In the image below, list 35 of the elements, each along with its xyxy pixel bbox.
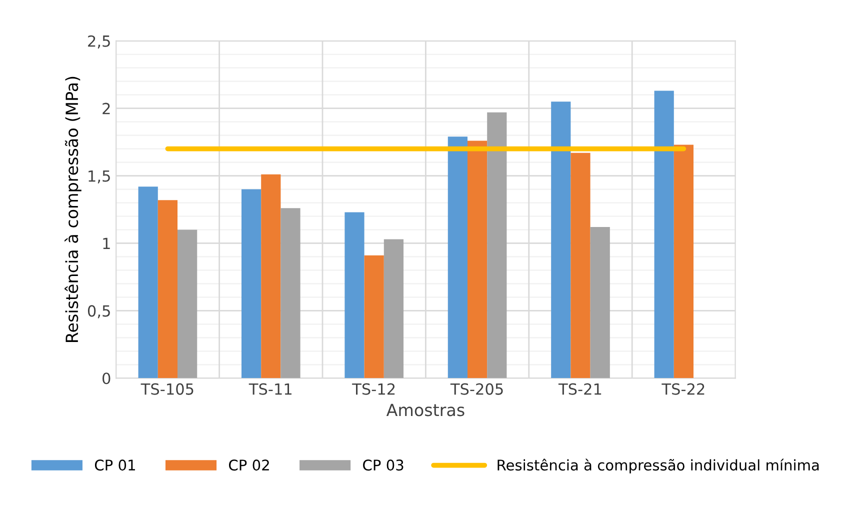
bar (158, 200, 178, 378)
x-tick-label: TS-105 (140, 383, 194, 395)
x-tick-label: TS-22 (662, 383, 704, 395)
bar (241, 189, 262, 378)
bar (280, 208, 300, 378)
legend-label: CP 03 (363, 460, 404, 471)
legend-label: CP 02 (229, 460, 269, 471)
bar (384, 239, 404, 378)
bar (364, 255, 384, 378)
bar (674, 144, 694, 378)
bar (178, 230, 198, 378)
y-tick-label: 0,5 (88, 305, 110, 318)
bar (590, 227, 610, 378)
x-axis-title: Amostras (386, 404, 464, 416)
y-axis-title: Resistência à compressão (MPa) (64, 76, 82, 342)
bar (570, 152, 590, 378)
y-tick-label: 1 (103, 238, 110, 250)
bar (487, 112, 507, 378)
legend-label: CP 01 (94, 460, 135, 471)
bar (467, 140, 488, 378)
bar (448, 136, 468, 378)
bar (344, 212, 364, 378)
y-tick-label: 2 (102, 102, 110, 114)
bar (654, 90, 674, 378)
bar (551, 102, 571, 378)
y-tick-label: 1,5 (88, 170, 110, 184)
bar (261, 174, 281, 378)
y-tick-label: 2,5 (88, 35, 110, 48)
x-tick-label: TS-21 (558, 383, 602, 395)
y-tick-label: 0 (102, 372, 110, 384)
x-tick-label: TS-11 (248, 383, 292, 395)
x-tick-label: TS-205 (450, 383, 503, 395)
bar (138, 186, 158, 378)
legend-label: Resistência à compressão individual mínima (498, 458, 819, 474)
x-tick-label: TS-12 (352, 383, 395, 395)
